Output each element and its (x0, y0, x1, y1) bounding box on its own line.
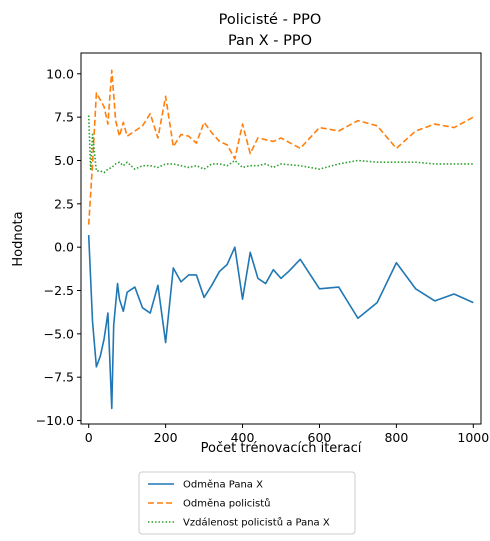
y-tick-label: 7.5 (54, 110, 74, 125)
legend-box (138, 471, 356, 535)
series-line-3 (87, 115, 474, 174)
y-tick-label: −10.0 (36, 413, 74, 428)
chart-title: Policisté - PPO (219, 12, 322, 28)
series-line-1 (87, 234, 474, 410)
series-line-2 (87, 69, 474, 225)
y-axis-label: Hodnota (11, 211, 26, 266)
legend-label: Odměna Pana X (183, 479, 263, 491)
y-tick-label: 5.0 (54, 153, 74, 168)
x-tick-label: 200 (154, 430, 178, 445)
legend-label: Vzdálenost policistů a Pana X (183, 517, 330, 529)
legend-label: Odměna policistů (183, 498, 271, 510)
x-tick-label: 600 (308, 430, 332, 445)
x-tick-label: 400 (231, 430, 255, 445)
chart-subtitle: Pan X - PPO (228, 33, 312, 49)
plot-frame (80, 52, 482, 425)
x-tick-label: 1000 (457, 430, 489, 445)
x-tick-label: 800 (384, 430, 408, 445)
series-layer (87, 69, 474, 410)
ticks-layer: 0 200 400 600 800 1000 −10.0 −7.5 −5.0 −2.5 0.0 2.5… (36, 66, 490, 445)
x-axis-label: Počet trénovacích iterací (201, 441, 362, 456)
x-tick-label: 0 (85, 430, 93, 445)
y-tick-label: 10.0 (46, 66, 74, 81)
legend-items: Odměna Pana X Odměna policistů Vzdálenost … (148, 479, 330, 529)
y-tick-label: −5.0 (44, 326, 74, 341)
y-tick-label: −2.5 (44, 283, 74, 298)
y-tick-label: 2.5 (54, 196, 74, 211)
y-tick-label: −7.5 (44, 370, 74, 385)
y-tick-label: 0.0 (54, 240, 74, 255)
legend: Odměna Pana X Odměna policistů Vzdálenost … (138, 471, 356, 535)
